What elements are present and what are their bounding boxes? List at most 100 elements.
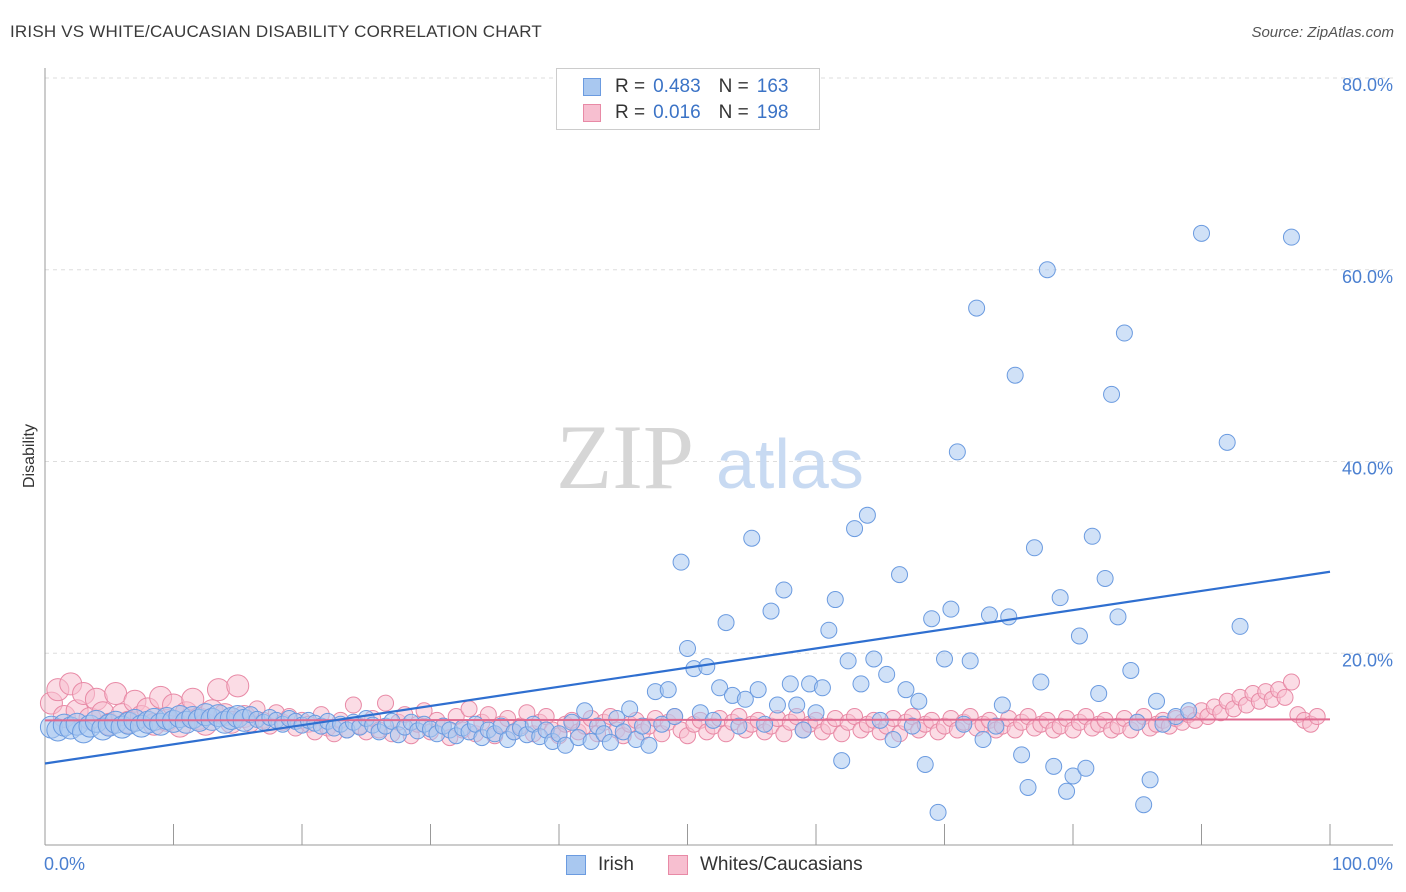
watermark-atlas: atlas <box>716 425 864 503</box>
data-point <box>736 690 754 708</box>
legend-swatch-irish <box>566 855 586 875</box>
data-point <box>666 708 684 726</box>
legend-item-whites[interactable]: Whites/Caucasians <box>668 852 863 878</box>
data-point <box>1282 673 1300 691</box>
data-point <box>460 700 478 718</box>
n-label: N = <box>718 76 749 97</box>
data-point <box>993 696 1011 714</box>
data-point <box>206 678 230 702</box>
data-point <box>1122 662 1140 680</box>
trend-lines <box>44 570 1331 765</box>
axes <box>44 68 1393 846</box>
data-point <box>948 443 966 461</box>
data-point <box>104 682 128 706</box>
data-point <box>1135 796 1153 814</box>
data-point <box>936 650 953 668</box>
data-point <box>749 681 767 699</box>
r-label: R = <box>615 102 646 123</box>
data-point <box>839 652 857 670</box>
data-point <box>582 732 600 750</box>
y-tick-label: 20.0% <box>1342 650 1393 670</box>
data-point <box>1064 767 1082 785</box>
data-point <box>1058 782 1076 800</box>
r-label: R = <box>615 76 646 97</box>
data-point <box>1141 771 1159 789</box>
legend-item-irish[interactable]: Irish <box>566 852 634 878</box>
data-point <box>672 553 690 571</box>
data-point <box>897 681 915 699</box>
data-point <box>1180 702 1198 720</box>
data-point <box>968 299 986 317</box>
data-point <box>820 621 838 639</box>
data-point <box>679 639 696 657</box>
data-point <box>711 679 729 697</box>
watermark-zip: ZIP <box>556 406 694 508</box>
data-point <box>826 591 844 609</box>
data-point <box>1045 757 1063 775</box>
data-point <box>1218 433 1236 451</box>
data-point <box>1070 627 1088 645</box>
data-point <box>344 696 362 714</box>
r-value: 0.483 <box>653 76 701 97</box>
data-point <box>743 529 761 547</box>
data-point <box>788 696 806 714</box>
data-point <box>1077 759 1095 777</box>
swatch-whites <box>583 104 601 122</box>
data-point <box>1090 685 1108 703</box>
data-point <box>1103 385 1121 403</box>
data-point <box>556 736 574 754</box>
stats-legend: R = 0.483 N = 163 R = 0.016 N = 198 <box>556 68 820 130</box>
trend-line-whites <box>44 718 1331 722</box>
data-point <box>1128 713 1146 731</box>
data-point <box>878 665 896 683</box>
data-point <box>891 566 909 584</box>
legend-label-whites: Whites/Caucasians <box>700 854 863 875</box>
data-point <box>1276 688 1294 706</box>
swatch-irish <box>583 78 601 96</box>
data-point <box>961 652 979 670</box>
data-point <box>942 600 960 618</box>
x-tick-label: 0.0% <box>44 854 85 874</box>
data-point <box>980 606 998 624</box>
chart-title: IRISH VS WHITE/CAUCASIAN DISABILITY CORR… <box>10 22 543 41</box>
data-point <box>1000 608 1018 626</box>
data-point <box>775 581 793 599</box>
data-point <box>1148 692 1166 710</box>
data-point <box>768 696 786 714</box>
data-point <box>1109 608 1127 626</box>
legend-label-irish: Irish <box>598 854 634 875</box>
trend-line-irish <box>44 570 1331 765</box>
data-point <box>807 704 825 722</box>
data-point <box>923 610 941 628</box>
data-point <box>929 803 947 821</box>
data-point <box>846 520 864 538</box>
data-point <box>1282 228 1300 246</box>
data-point <box>781 675 799 693</box>
data-point <box>614 723 632 741</box>
series-irish <box>39 224 1300 821</box>
data-point <box>1308 708 1326 726</box>
stats-row-whites: R = 0.016 N = 198 <box>583 101 788 125</box>
data-point <box>634 717 652 735</box>
data-point <box>1038 261 1056 279</box>
n-value: 163 <box>756 76 789 97</box>
data-point <box>1051 589 1069 607</box>
data-point <box>621 700 639 718</box>
data-point <box>1231 617 1249 635</box>
y-axis-label: Disability <box>21 424 38 488</box>
data-point <box>974 731 992 749</box>
source-label: Source: ZipAtlas.com <box>1251 24 1394 41</box>
data-point <box>865 650 883 668</box>
data-point <box>1019 778 1037 796</box>
grid-lines <box>45 77 1393 654</box>
x-tick-label: 100.0% <box>1332 854 1393 874</box>
data-point <box>858 506 876 524</box>
n-value: 198 <box>756 102 789 123</box>
data-point <box>833 752 851 770</box>
data-point <box>659 681 677 699</box>
data-point <box>1025 539 1043 557</box>
data-point <box>903 717 921 735</box>
data-point <box>884 731 902 749</box>
y-tick-label: 60.0% <box>1342 267 1393 287</box>
